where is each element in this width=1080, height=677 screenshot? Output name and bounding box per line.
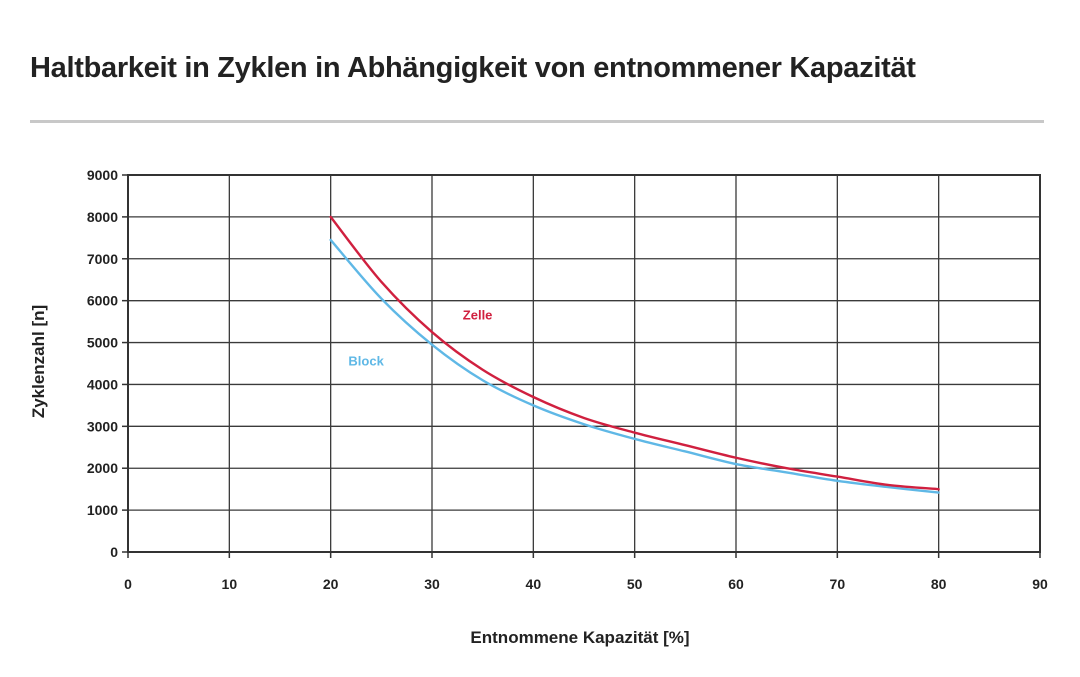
series-annotations: Zelle Block bbox=[348, 308, 492, 369]
x-tick-label: 40 bbox=[526, 576, 542, 592]
series-line-block bbox=[329, 238, 940, 494]
y-tick-label: 2000 bbox=[87, 460, 118, 476]
x-tick-label: 80 bbox=[931, 576, 947, 592]
x-axis-label: Entnommene Kapazität [%] bbox=[470, 628, 689, 647]
y-axis-label: Zyklenzahl [n] bbox=[29, 305, 48, 418]
x-tick-label: 20 bbox=[323, 576, 339, 592]
y-tick-label: 9000 bbox=[87, 167, 118, 183]
x-tick-label: 60 bbox=[728, 576, 744, 592]
series-label-zelle: Zelle bbox=[463, 308, 493, 323]
grid-lines bbox=[127, 174, 1041, 553]
y-tick-label: 7000 bbox=[87, 251, 118, 267]
x-tick-label: 0 bbox=[124, 576, 132, 592]
x-tick-label: 70 bbox=[830, 576, 846, 592]
series-line-zelle bbox=[329, 215, 940, 491]
x-tick-label: 30 bbox=[424, 576, 440, 592]
y-tick-labels: 0 1000 2000 3000 4000 5000 6000 7000 8000 9000 bbox=[87, 167, 128, 560]
x-tick-label: 50 bbox=[627, 576, 643, 592]
x-tick-labels: 0 10 20 30 40 50 60 70 80 90 bbox=[124, 552, 1048, 592]
title-divider bbox=[30, 120, 1044, 123]
y-tick-label: 3000 bbox=[87, 418, 118, 434]
series-label-block: Block bbox=[348, 354, 384, 369]
y-tick-label: 4000 bbox=[87, 376, 118, 392]
y-tick-label: 0 bbox=[110, 544, 118, 560]
y-tick-label: 8000 bbox=[87, 209, 118, 225]
y-tick-label: 1000 bbox=[87, 502, 118, 518]
plot-area-frame bbox=[127, 174, 1041, 553]
x-tick-label: 10 bbox=[222, 576, 238, 592]
y-tick-label: 6000 bbox=[87, 293, 118, 309]
y-tick-label: 5000 bbox=[87, 335, 118, 351]
series-lines bbox=[329, 215, 940, 494]
chart-title: Haltbarkeit in Zyklen in Abhängigkeit vo… bbox=[30, 52, 916, 84]
x-tick-label: 90 bbox=[1032, 576, 1048, 592]
